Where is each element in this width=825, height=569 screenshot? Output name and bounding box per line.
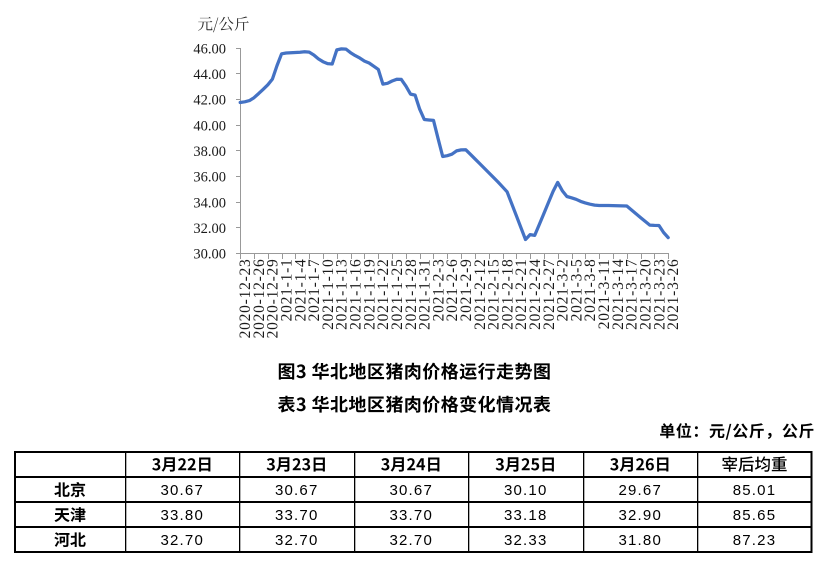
svg-text:32.33: 32.33 (504, 532, 548, 549)
svg-text:32.70: 32.70 (160, 532, 204, 549)
svg-text:2021-3-20: 2021-3-20 (638, 259, 655, 330)
svg-text:30.10: 30.10 (504, 482, 548, 499)
svg-text:2021-3-14: 2021-3-14 (610, 259, 627, 330)
svg-text:29.67: 29.67 (618, 482, 662, 499)
svg-text:30.67: 30.67 (389, 482, 433, 499)
svg-text:2021-3-17: 2021-3-17 (624, 259, 641, 330)
svg-text:2021-2-21: 2021-2-21 (513, 259, 530, 330)
svg-text:30.67: 30.67 (160, 482, 204, 499)
svg-text:2021-3-2: 2021-3-2 (555, 259, 572, 322)
svg-text:2021-3-11: 2021-3-11 (596, 259, 613, 330)
svg-text:33.18: 33.18 (504, 507, 548, 524)
svg-text:40.00: 40.00 (193, 118, 226, 134)
svg-text:2021-3-26: 2021-3-26 (665, 259, 682, 330)
svg-text:2021-2-27: 2021-2-27 (541, 259, 558, 330)
svg-text:2021-1-16: 2021-1-16 (348, 259, 365, 330)
svg-text:2021-2-24: 2021-2-24 (527, 259, 544, 330)
svg-text:31.80: 31.80 (618, 532, 662, 549)
svg-text:2021-1-4: 2021-1-4 (292, 259, 309, 322)
svg-text:46.00: 46.00 (193, 41, 226, 57)
svg-text:2020-12-26: 2020-12-26 (251, 259, 268, 339)
svg-text:2021-3-5: 2021-3-5 (568, 259, 585, 322)
svg-text:38.00: 38.00 (193, 144, 226, 160)
svg-text:2020-12-29: 2020-12-29 (265, 259, 282, 339)
svg-text:2021-1-19: 2021-1-19 (361, 259, 378, 330)
svg-text:2021-1-31: 2021-1-31 (417, 259, 434, 330)
svg-text:33.70: 33.70 (389, 507, 433, 524)
svg-text:2021-2-6: 2021-2-6 (444, 259, 461, 322)
svg-text:32.70: 32.70 (275, 532, 319, 549)
svg-text:30.00: 30.00 (193, 247, 226, 263)
svg-text:85.65: 85.65 (733, 507, 777, 524)
svg-text:2021-1-10: 2021-1-10 (320, 259, 337, 330)
svg-text:32.90: 32.90 (618, 507, 662, 524)
svg-text:2021-1-13: 2021-1-13 (334, 259, 351, 330)
svg-text:2021-3-23: 2021-3-23 (651, 259, 668, 330)
svg-text:2021-1-7: 2021-1-7 (306, 259, 323, 322)
svg-text:2021-2-15: 2021-2-15 (486, 259, 503, 330)
svg-text:2021-1-25: 2021-1-25 (389, 259, 406, 330)
svg-text:2021-2-3: 2021-2-3 (430, 259, 447, 322)
svg-text:33.70: 33.70 (275, 507, 319, 524)
svg-text:2021-1-22: 2021-1-22 (375, 259, 392, 330)
svg-text:2021-2-12: 2021-2-12 (472, 259, 489, 330)
svg-text:2021-2-9: 2021-2-9 (458, 259, 475, 322)
svg-text:44.00: 44.00 (193, 67, 226, 83)
svg-text:2021-1-1: 2021-1-1 (279, 259, 296, 322)
svg-text:2020-12-23: 2020-12-23 (237, 259, 254, 339)
svg-text:42.00: 42.00 (193, 93, 226, 109)
svg-text:2021-1-28: 2021-1-28 (403, 259, 420, 330)
svg-text:87.23: 87.23 (733, 532, 777, 549)
svg-text:36.00: 36.00 (193, 170, 226, 186)
svg-text:32.70: 32.70 (389, 532, 433, 549)
svg-text:2021-3-8: 2021-3-8 (582, 259, 599, 322)
svg-text:85.01: 85.01 (733, 482, 777, 499)
svg-text:2021-2-18: 2021-2-18 (499, 259, 516, 330)
svg-text:34.00: 34.00 (193, 195, 226, 211)
svg-text:33.80: 33.80 (160, 507, 204, 524)
svg-text:32.00: 32.00 (193, 221, 226, 237)
svg-text:30.67: 30.67 (275, 482, 319, 499)
